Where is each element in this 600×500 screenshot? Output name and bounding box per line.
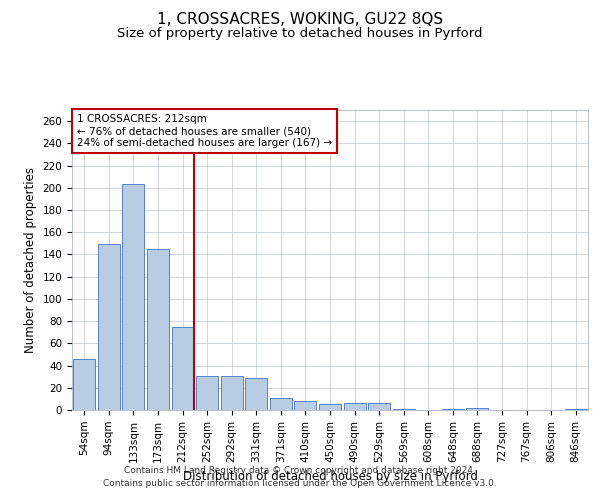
Y-axis label: Number of detached properties: Number of detached properties <box>24 167 37 353</box>
Text: 1 CROSSACRES: 212sqm
← 76% of detached houses are smaller (540)
24% of semi-deta: 1 CROSSACRES: 212sqm ← 76% of detached h… <box>77 114 332 148</box>
Bar <box>172 326 194 410</box>
Bar <box>98 244 120 410</box>
Bar <box>221 376 243 410</box>
Bar <box>368 404 390 410</box>
Bar <box>196 376 218 410</box>
Text: Size of property relative to detached houses in Pyrford: Size of property relative to detached ho… <box>117 28 483 40</box>
Bar <box>147 249 169 410</box>
Bar <box>73 359 95 410</box>
Bar <box>319 404 341 410</box>
Text: Contains HM Land Registry data © Crown copyright and database right 2024.
Contai: Contains HM Land Registry data © Crown c… <box>103 466 497 487</box>
X-axis label: Distribution of detached houses by size in Pyrford: Distribution of detached houses by size … <box>182 470 478 483</box>
Text: 1, CROSSACRES, WOKING, GU22 8QS: 1, CROSSACRES, WOKING, GU22 8QS <box>157 12 443 28</box>
Bar <box>122 184 145 410</box>
Bar <box>565 409 587 410</box>
Bar <box>245 378 268 410</box>
Bar <box>295 401 316 410</box>
Bar <box>442 409 464 410</box>
Bar <box>344 404 365 410</box>
Bar <box>270 398 292 410</box>
Bar <box>466 408 488 410</box>
Bar <box>392 409 415 410</box>
